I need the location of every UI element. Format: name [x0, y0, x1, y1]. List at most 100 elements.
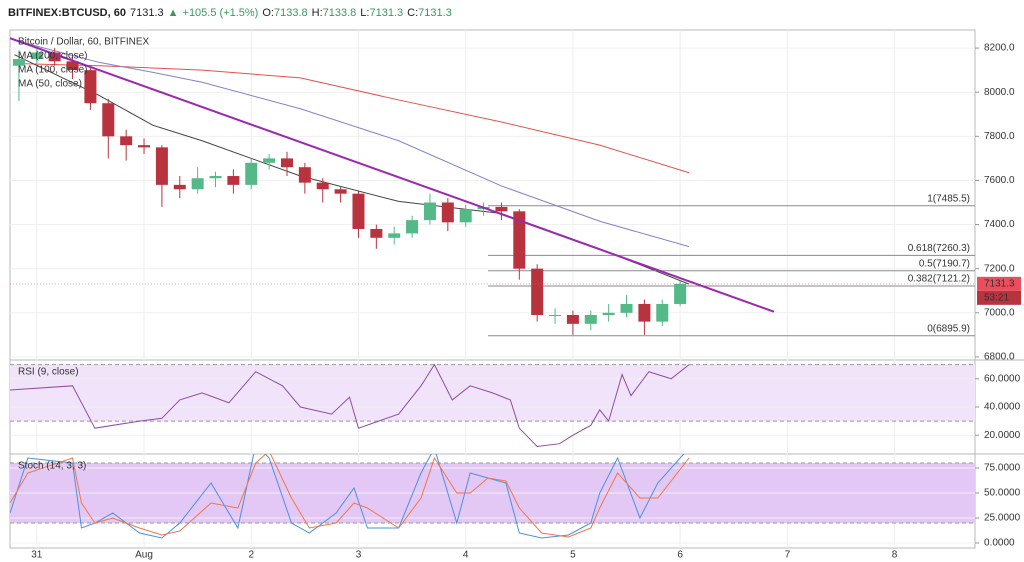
panel [10, 30, 975, 360]
candle-body [298, 167, 311, 183]
value: 7131.3 [418, 7, 452, 19]
legend-entry: MA (200, close) [18, 51, 87, 62]
y-tick-label: 50.0000 [984, 488, 1021, 499]
x-tick-label: 7 [785, 550, 791, 561]
y-tick-label: 7800.0 [984, 131, 1015, 142]
candle-body [566, 315, 579, 324]
series-line [14, 63, 690, 174]
label: H: [311, 7, 323, 19]
candle-body [191, 178, 204, 190]
candle-body [602, 312, 615, 315]
x-tick-label: 3 [356, 550, 362, 561]
trendline [10, 37, 775, 313]
candle-body [280, 158, 293, 168]
panel [10, 360, 975, 454]
candle-body [513, 211, 526, 269]
x-tick-label: 2 [248, 550, 254, 561]
countdown-tag [977, 290, 1021, 305]
candle-body [674, 283, 687, 304]
symbol: BITFINEX:BTCUSD, 60 [8, 7, 126, 19]
panel-title: Bitcoin / Dollar, 60, BITFINEX [18, 37, 149, 48]
series-line [14, 39, 690, 248]
y-tick-label: 75.0000 [984, 463, 1021, 474]
y-tick-label: 7400.0 [984, 219, 1015, 230]
candle-body [531, 268, 544, 315]
legend-entry: MA (100, close) [18, 65, 87, 76]
candle-body [48, 52, 61, 62]
fib-label: 1(7485.5) [927, 193, 970, 204]
candle-body [102, 103, 115, 137]
fib-label: 0.618(7260.3) [908, 243, 970, 254]
ohlc-l: L:7131.3 [360, 7, 403, 19]
x-tick-label: 5 [570, 550, 576, 561]
candle-body [173, 184, 186, 190]
y-tick-label: 0.0000 [984, 538, 1015, 549]
y-tick-label: 7000.0 [984, 307, 1015, 318]
panel [10, 454, 975, 548]
ohlc-c: C:7131.3 [407, 7, 452, 19]
fib-label: 0.5(7190.7) [919, 258, 970, 269]
x-tick-label: 8 [892, 550, 898, 561]
y-tick-label: 60.0000 [984, 373, 1021, 384]
candle-body [620, 303, 633, 313]
candle-body [584, 315, 597, 324]
candle-body [316, 182, 329, 190]
ohlc-o: O:7133.8 [262, 7, 307, 19]
y-tick-label: 25.0000 [984, 513, 1021, 524]
y-tick-label: 40.0000 [984, 402, 1021, 413]
candle-body [549, 315, 562, 316]
candle-body [245, 162, 258, 185]
candle-body [120, 136, 133, 146]
candle-body [334, 189, 347, 194]
candle-body [30, 52, 43, 60]
candle-body [209, 176, 222, 179]
series-line [10, 454, 690, 538]
price-tag [977, 276, 1021, 291]
candle-body [12, 59, 25, 66]
candle-body [388, 233, 401, 238]
value: 7131.3 [369, 7, 404, 19]
label: C: [407, 7, 419, 19]
header: BITFINEX:BTCUSD, 60 7131.3 ▲ +105.5 (+1.… [8, 7, 452, 19]
label: O: [262, 7, 274, 19]
fib-label: 0.382(7121.2) [908, 274, 970, 285]
value: 7133.8 [273, 7, 308, 19]
x-tick-label: 31 [31, 550, 43, 561]
candle-body [459, 209, 472, 223]
candle-body [656, 303, 669, 322]
candle-body [263, 158, 276, 163]
change: +105.5 (+1.5%) [182, 7, 259, 19]
candle-body [227, 176, 240, 185]
panel-title: Stoch (14, 3, 3) [18, 461, 86, 472]
countdown: 53:21 [984, 292, 1009, 303]
plot-frame [9, 29, 976, 549]
fib-label: 0(6895.9) [927, 323, 970, 334]
candle-body [66, 61, 79, 71]
candle-body [495, 206, 508, 212]
candle-body [155, 147, 168, 185]
up-arrow: ▲ [167, 7, 179, 19]
y-tick-label: 7200.0 [984, 263, 1015, 274]
candle-body [352, 193, 365, 229]
y-tick-label: 8200.0 [984, 43, 1015, 54]
candle-body [441, 202, 454, 223]
x-tick-label: 6 [677, 550, 683, 561]
candle-body [138, 145, 151, 148]
panel-title: RSI (9, close) [18, 367, 79, 378]
value: 7133.8 [322, 7, 357, 19]
candle-body [423, 202, 436, 221]
ohlc-h: H:7133.8 [312, 7, 357, 19]
candle-body [370, 228, 383, 238]
candle-body [84, 70, 97, 104]
y-tick-label: 6800.0 [984, 352, 1015, 363]
candle-body [638, 303, 651, 322]
price-tag-label: 7131.3 [984, 278, 1015, 289]
last-price: 7131.3 [129, 7, 164, 19]
x-tick-label: Aug [135, 550, 153, 561]
label: L: [360, 7, 370, 19]
legend-entry: MA (50, close) [18, 79, 82, 90]
series-line [10, 363, 690, 448]
y-tick-label: 7600.0 [984, 175, 1015, 186]
y-tick-label: 20.0000 [984, 430, 1021, 441]
